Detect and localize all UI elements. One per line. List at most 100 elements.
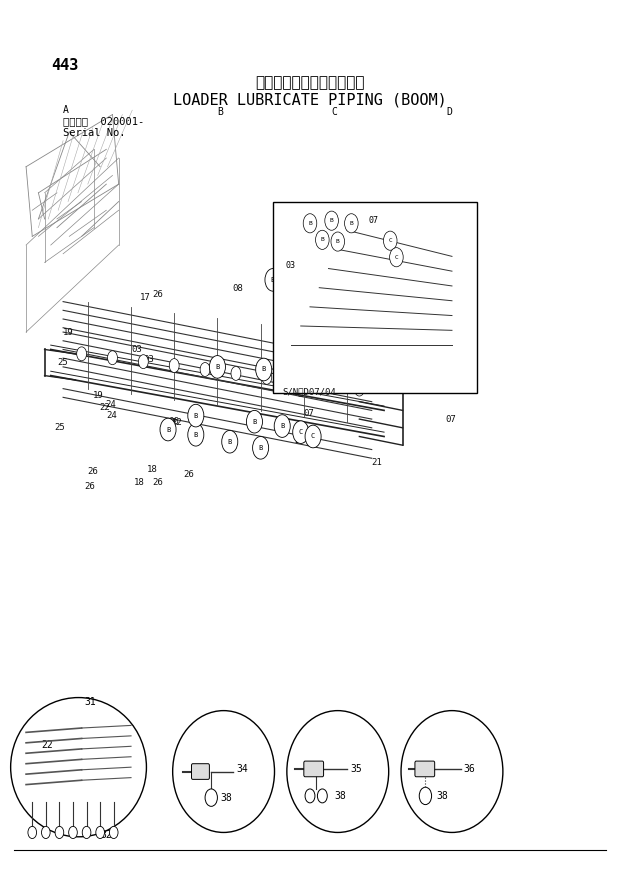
- Text: B: B: [193, 413, 198, 419]
- Text: 38: 38: [221, 793, 232, 802]
- Text: 26: 26: [277, 294, 288, 304]
- Circle shape: [277, 360, 293, 382]
- Text: C: C: [314, 377, 318, 383]
- Text: 適用号機  020001-: 適用号機 020001-: [63, 116, 144, 127]
- Circle shape: [290, 279, 306, 301]
- FancyBboxPatch shape: [415, 761, 435, 777]
- Circle shape: [274, 415, 290, 437]
- Text: 31: 31: [85, 697, 97, 707]
- Text: 26: 26: [279, 313, 290, 322]
- Text: A: A: [348, 299, 352, 305]
- Text: 06: 06: [168, 417, 179, 426]
- Circle shape: [55, 827, 64, 839]
- Circle shape: [330, 322, 346, 345]
- Text: C: C: [332, 107, 338, 117]
- Circle shape: [293, 421, 309, 443]
- Text: 21: 21: [344, 241, 355, 250]
- Text: 25: 25: [54, 423, 64, 432]
- Text: 03: 03: [285, 260, 295, 270]
- Text: 24: 24: [105, 400, 116, 409]
- FancyBboxPatch shape: [304, 761, 324, 777]
- Circle shape: [317, 319, 334, 341]
- Circle shape: [205, 789, 218, 807]
- Text: C: C: [302, 373, 306, 379]
- Text: 35: 35: [350, 764, 362, 774]
- Text: 22: 22: [276, 307, 287, 317]
- Text: 38: 38: [436, 791, 448, 801]
- Text: C: C: [372, 303, 377, 313]
- Text: D: D: [446, 107, 452, 117]
- Text: C: C: [283, 368, 288, 375]
- Text: B: B: [280, 423, 285, 429]
- Text: B: B: [321, 237, 324, 243]
- Text: B: B: [215, 364, 219, 370]
- Circle shape: [246, 410, 262, 433]
- Text: Serial No.: Serial No.: [63, 128, 126, 139]
- Text: A: A: [63, 105, 69, 115]
- FancyBboxPatch shape: [192, 764, 210, 780]
- Text: 08: 08: [233, 284, 244, 293]
- Circle shape: [231, 367, 241, 381]
- Text: 07: 07: [304, 409, 314, 417]
- Text: C: C: [299, 430, 303, 435]
- Text: 26: 26: [184, 471, 194, 479]
- Text: C: C: [335, 331, 340, 337]
- Circle shape: [107, 351, 117, 365]
- Circle shape: [160, 418, 176, 441]
- Text: 26: 26: [153, 478, 163, 487]
- Text: 22: 22: [99, 403, 110, 412]
- Text: C: C: [320, 298, 324, 304]
- Circle shape: [265, 269, 281, 292]
- Circle shape: [262, 370, 272, 384]
- Text: 26: 26: [153, 290, 163, 299]
- Circle shape: [342, 291, 358, 313]
- Text: 07: 07: [446, 415, 456, 423]
- Circle shape: [109, 827, 118, 839]
- Circle shape: [345, 214, 358, 233]
- Text: 32: 32: [100, 830, 112, 840]
- Text: 22: 22: [319, 303, 330, 313]
- Text: 25: 25: [57, 358, 68, 367]
- Text: 21: 21: [294, 436, 305, 445]
- Circle shape: [188, 404, 204, 427]
- Circle shape: [321, 276, 337, 299]
- Circle shape: [286, 260, 303, 283]
- Text: 38: 38: [335, 791, 347, 801]
- Text: 17: 17: [279, 288, 290, 298]
- Circle shape: [316, 230, 329, 250]
- Bar: [273, 202, 477, 393]
- Circle shape: [28, 827, 37, 839]
- Text: B: B: [193, 432, 198, 437]
- Circle shape: [69, 827, 78, 839]
- Text: B: B: [262, 367, 266, 373]
- Text: C: C: [323, 327, 327, 333]
- Circle shape: [331, 232, 345, 251]
- Circle shape: [336, 300, 352, 323]
- Circle shape: [42, 827, 50, 839]
- Text: 24: 24: [106, 411, 117, 420]
- Circle shape: [138, 354, 148, 368]
- Text: B: B: [308, 221, 312, 226]
- Text: 34: 34: [236, 764, 247, 774]
- Text: 22: 22: [42, 740, 53, 751]
- Text: B: B: [271, 277, 275, 283]
- Text: 443: 443: [51, 58, 78, 73]
- Text: B: B: [330, 218, 334, 223]
- Text: B: B: [252, 419, 257, 424]
- Text: B: B: [336, 239, 340, 244]
- Circle shape: [293, 375, 303, 388]
- Circle shape: [383, 231, 397, 251]
- Text: ローダ給脂配管（ブーム）: ローダ給脂配管（ブーム）: [255, 75, 365, 91]
- Text: B: B: [259, 445, 263, 450]
- Circle shape: [308, 368, 324, 391]
- Text: A: A: [342, 309, 346, 315]
- Circle shape: [77, 347, 87, 361]
- Circle shape: [314, 290, 330, 312]
- Text: LOADER LUBRICATE PIPING (BOOM): LOADER LUBRICATE PIPING (BOOM): [173, 93, 447, 107]
- Circle shape: [355, 382, 365, 396]
- Circle shape: [303, 214, 317, 233]
- Text: C: C: [326, 284, 330, 290]
- Text: 01: 01: [372, 273, 383, 283]
- Text: C: C: [296, 287, 300, 293]
- Text: S/N：D07/04: S/N：D07/04: [282, 387, 336, 395]
